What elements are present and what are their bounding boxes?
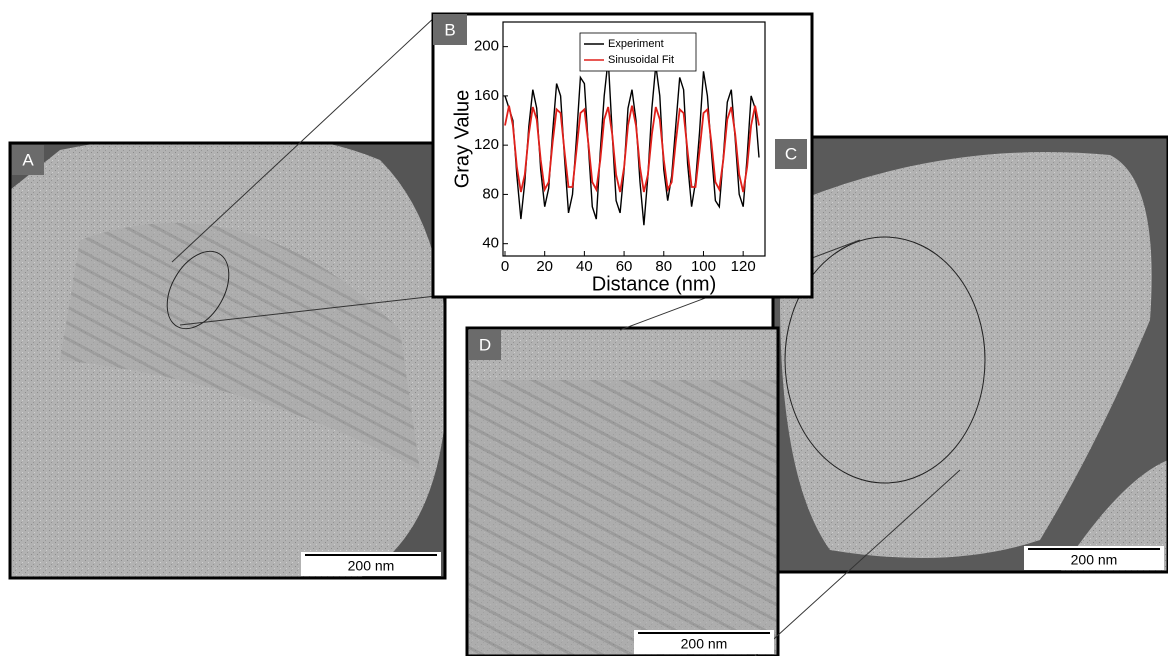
x-tick-label: 40 <box>576 258 593 275</box>
micrograph-a <box>10 132 447 590</box>
y-tick-label: 40 <box>482 235 499 252</box>
x-tick-label: 0 <box>501 258 509 275</box>
panel-label: A <box>22 150 34 169</box>
panel-label: D <box>479 335 491 354</box>
x-axis-label: Distance (nm) <box>592 273 716 295</box>
micrograph-c <box>773 137 1168 572</box>
y-tick-label: 120 <box>474 136 499 153</box>
panel-label: B <box>444 20 455 39</box>
micrograph-d <box>440 328 820 656</box>
page: {"panels": [{"label": "A", "scale_bar": … <box>0 0 1168 656</box>
figure: B 4080120160200020406080100120Distance (… <box>0 0 1168 656</box>
y-tick-label: 200 <box>474 38 499 55</box>
legend-label: Experiment <box>608 38 664 50</box>
y-tick-label: 80 <box>482 185 499 202</box>
y-axis-label: Gray Value <box>451 90 473 189</box>
x-tick-label: 20 <box>536 258 553 275</box>
panel-label: C <box>785 144 797 163</box>
legend-label: Sinusoidal Fit <box>608 54 674 66</box>
y-tick-label: 160 <box>474 87 499 104</box>
x-tick-label: 120 <box>731 258 756 275</box>
scale-bar-label: 200 nm <box>1071 552 1118 568</box>
scale-bar-label: 200 nm <box>681 636 728 652</box>
scale-bar-label: 200 nm <box>348 558 395 574</box>
